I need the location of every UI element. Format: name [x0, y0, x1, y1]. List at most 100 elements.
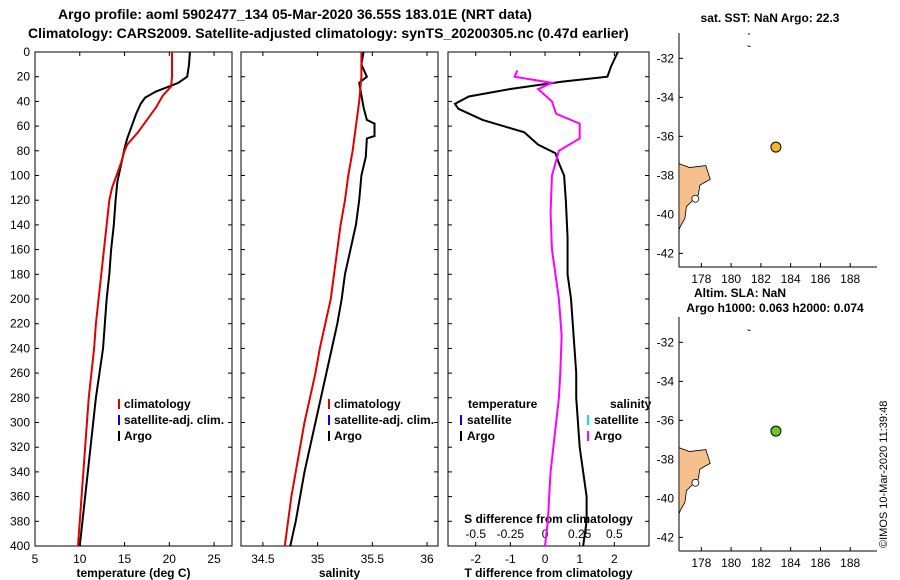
- x2-tick-label: 0.5: [606, 527, 623, 541]
- x-tick-label: 1: [576, 552, 583, 566]
- figure-title: Argo profile: aoml 5902477_134 05-Mar-20…: [58, 6, 532, 22]
- y-tick-label: 40: [17, 94, 31, 108]
- map-x-tick-label: 182: [751, 556, 771, 570]
- y-tick-label: 400: [10, 539, 30, 553]
- y-tick-label: 200: [10, 292, 30, 306]
- series-line-salinity-1: [283, 52, 363, 547]
- y-tick-label: 240: [10, 341, 30, 355]
- map-x-tick-label: 184: [781, 272, 801, 286]
- y-tick-label: 260: [10, 366, 30, 380]
- legend-label: Argo: [594, 429, 622, 443]
- axes-frame-salinity: [240, 51, 439, 547]
- map-x-tick-label: 188: [840, 272, 860, 286]
- y-tick-label: 220: [10, 317, 30, 331]
- y-tick-label: 360: [10, 490, 30, 504]
- axes-frame-temperature: [34, 51, 233, 547]
- map-y-tick-label: -40: [657, 207, 675, 221]
- map-y-tick-label: -36: [657, 413, 675, 427]
- island-mark: [747, 45, 751, 48]
- map-x-tick-label: 182: [751, 272, 771, 286]
- y-tick-label: 80: [17, 144, 31, 158]
- island-mark: [747, 329, 751, 332]
- map-x-tick-label: 178: [691, 272, 711, 286]
- series-line-temperature-1: [76, 52, 174, 547]
- x2-tick-label: 0: [542, 527, 549, 541]
- x-tick-label: -1: [505, 552, 516, 566]
- profile-location-marker: [770, 425, 782, 437]
- legend-label: satellite-adj. clim.: [124, 413, 224, 427]
- map-x-tick-label: 188: [840, 556, 860, 570]
- x-axis-label: salinity: [319, 566, 361, 580]
- y-tick-label: 100: [10, 169, 30, 183]
- y-tick-label: 160: [10, 243, 30, 257]
- map-x-tick-label: 180: [721, 556, 741, 570]
- map-x-tick-label: 178: [691, 556, 711, 570]
- map-x-tick-label: 186: [810, 272, 830, 286]
- bay-shape: [691, 194, 700, 203]
- legend-label: Argo: [334, 429, 362, 443]
- legend-title: temperature: [468, 397, 538, 411]
- y-tick-label: 300: [10, 416, 30, 430]
- map-title: sat. SST: NaN Argo: 22.3: [701, 11, 840, 25]
- island-mark: [748, 33, 750, 35]
- map-y-tick-label: -36: [657, 129, 675, 143]
- x2-tick-label: -0.25: [497, 527, 525, 541]
- figure-subtitle: Climatology: CARS2009. Satellite-adjuste…: [28, 25, 629, 41]
- series-line-salinity-0: [289, 51, 376, 547]
- x-tick-label: 0: [542, 552, 549, 566]
- map-y-tick-label: -40: [657, 491, 675, 505]
- map-y-tick-label: -38: [657, 168, 675, 182]
- legend-label: satellite-adj. clim.: [334, 413, 434, 427]
- series-line-difference-0: [453, 51, 619, 547]
- map-y-tick-label: -32: [657, 51, 675, 65]
- x-tick-label: 2: [611, 552, 618, 566]
- x2-tick-label: 0.25: [568, 527, 592, 541]
- x-tick-label: 25: [207, 552, 221, 566]
- x-tick-label: -2: [470, 552, 481, 566]
- legend-label: Argo: [467, 429, 495, 443]
- series-line-difference-1: [513, 70, 581, 547]
- map-y-tick-label: -42: [657, 530, 675, 544]
- x-tick-label: 10: [73, 552, 87, 566]
- x-tick-label: 5: [32, 552, 39, 566]
- y-tick-label: 280: [10, 391, 30, 405]
- map-subtitle: Argo h1000: 0.063 h2000: 0.074: [686, 301, 864, 315]
- legend-label: climatology: [334, 397, 401, 411]
- map-y-tick-label: -38: [657, 452, 675, 466]
- map-y-tick-label: -34: [657, 374, 675, 388]
- map-x-tick-label: 186: [810, 556, 830, 570]
- legend-label: climatology: [124, 397, 191, 411]
- y-tick-label: 380: [10, 514, 30, 528]
- map-y-tick-label: -42: [657, 246, 675, 260]
- x-tick-label: 15: [118, 552, 132, 566]
- x-tick-label: 35.5: [361, 552, 385, 566]
- y-tick-label: 140: [10, 218, 30, 232]
- x-tick-label: 35: [311, 552, 325, 566]
- legend-label: satellite: [467, 413, 512, 427]
- legend-title: salinity: [610, 397, 652, 411]
- x2-tick-label: -0.5: [465, 527, 486, 541]
- y-tick-label: 340: [10, 465, 30, 479]
- series-line-temperature-0: [78, 51, 191, 547]
- y-tick-label: 20: [17, 70, 31, 84]
- profile-location-marker: [770, 141, 782, 153]
- map-title: Altim. SLA: NaN: [694, 286, 786, 300]
- y-tick-label: 120: [10, 193, 30, 207]
- x-tick-label: 34.5: [251, 552, 275, 566]
- y-tick-label: 180: [10, 267, 30, 281]
- x-axis-label: temperature (deg C): [76, 566, 190, 580]
- x-tick-label: 20: [163, 552, 177, 566]
- map-y-tick-label: -32: [657, 335, 675, 349]
- map-x-tick-label: 184: [781, 556, 801, 570]
- y-tick-label: 60: [17, 119, 31, 133]
- y-tick-label: 0: [23, 45, 30, 59]
- map-x-tick-label: 180: [721, 272, 741, 286]
- map-y-tick-label: -34: [657, 90, 675, 104]
- axes-frame-difference: [447, 51, 650, 547]
- x-axis-label: T difference from climatology: [464, 566, 632, 580]
- legend-label: Argo: [124, 429, 152, 443]
- legend-label: satellite: [594, 413, 639, 427]
- bay-shape: [691, 478, 700, 487]
- y-tick-label: 320: [10, 440, 30, 454]
